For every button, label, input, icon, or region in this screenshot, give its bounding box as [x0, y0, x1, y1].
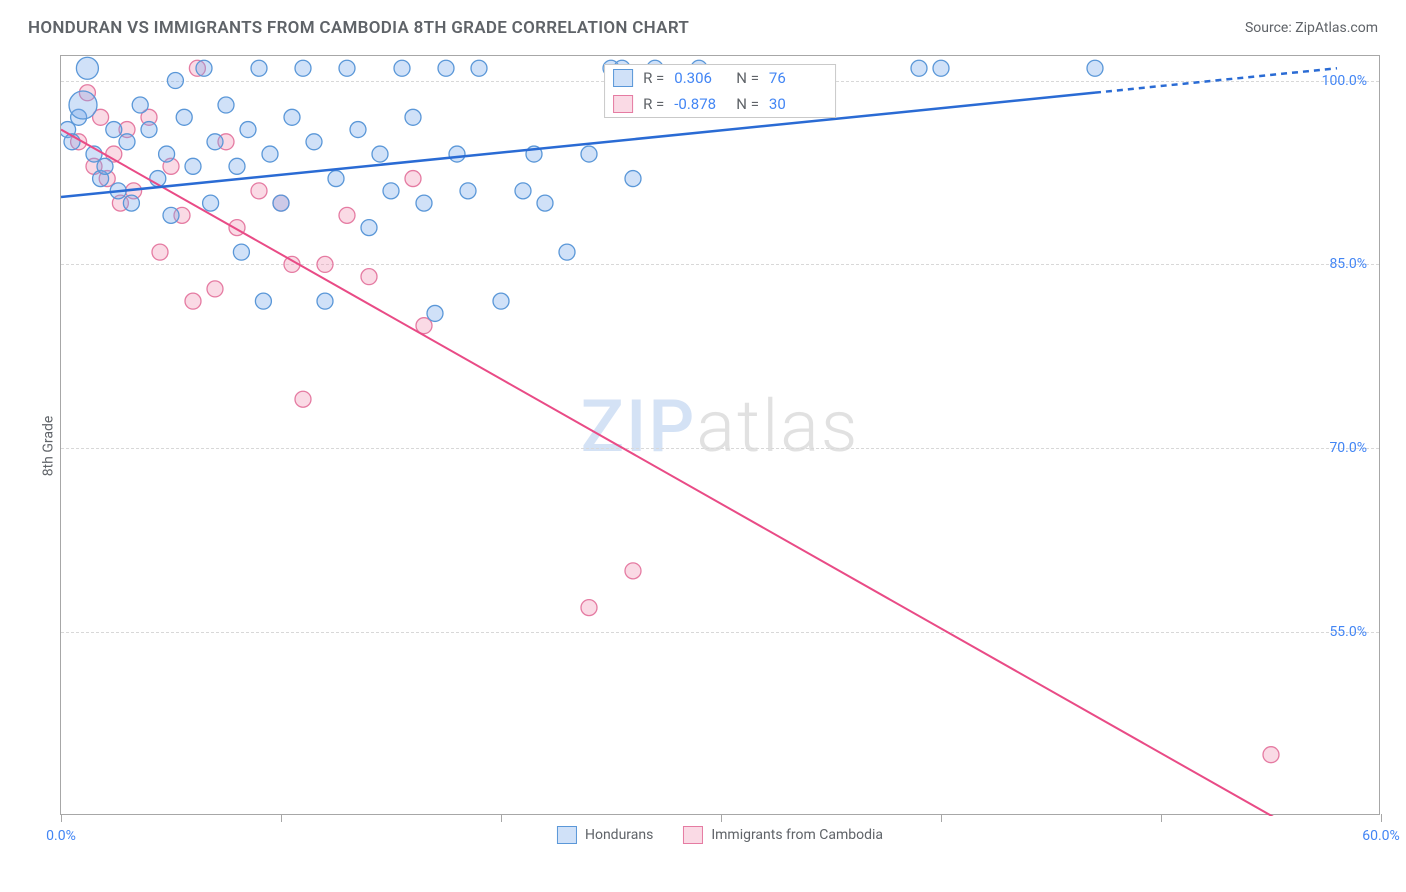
- scatter-point-blue: [69, 91, 97, 119]
- y-tick-label: 55.0%: [1329, 624, 1367, 640]
- x-tick: [1381, 814, 1382, 822]
- legend-row-blue: R = 0.306 N = 76: [605, 65, 835, 91]
- scatter-point-blue: [163, 207, 179, 223]
- scatter-point-blue: [218, 97, 234, 113]
- scatter-point-blue: [176, 109, 192, 125]
- series-name-blue: Hondurans: [585, 827, 653, 843]
- chart-title: HONDURAN VS IMMIGRANTS FROM CAMBODIA 8TH…: [28, 18, 689, 38]
- legend-row-pink: R = -0.878 N = 30: [605, 91, 835, 117]
- chart-plot-area: ZIPatlas R = 0.306 N = 76 R = -0.878 N =…: [60, 55, 1380, 815]
- r-value-blue: 0.306: [674, 69, 726, 87]
- scatter-point-blue: [167, 73, 183, 89]
- scatter-point-blue: [317, 293, 333, 309]
- scatter-point-blue: [559, 244, 575, 260]
- scatter-point-blue: [229, 158, 245, 174]
- scatter-point-blue: [233, 244, 249, 260]
- scatter-point-blue: [361, 220, 377, 236]
- trend-line-blue-dashed: [1095, 68, 1337, 92]
- scatter-point-blue: [273, 195, 289, 211]
- legend-item-cambodia: Immigrants from Cambodia: [683, 826, 883, 844]
- scatter-point-blue: [933, 60, 949, 76]
- scatter-point-blue: [493, 293, 509, 309]
- scatter-point-blue: [240, 122, 256, 138]
- scatter-point-blue: [123, 195, 139, 211]
- scatter-point-blue: [106, 122, 122, 138]
- series-name-pink: Immigrants from Cambodia: [711, 827, 883, 843]
- scatter-point-blue: [119, 134, 135, 150]
- scatter-point-pink: [185, 293, 201, 309]
- n-label: N =: [736, 69, 759, 87]
- scatter-point-pink: [317, 256, 333, 272]
- scatter-point-blue: [76, 57, 98, 79]
- scatter-point-blue: [1087, 60, 1103, 76]
- scatter-point-blue: [207, 134, 223, 150]
- scatter-point-blue: [132, 97, 148, 113]
- scatter-point-blue: [911, 60, 927, 76]
- y-axis-label: 8th Grade: [40, 416, 56, 477]
- n-label: N =: [736, 95, 759, 113]
- source-label: Source:: [1245, 20, 1292, 36]
- y-tick-label: 70.0%: [1329, 440, 1367, 456]
- scatter-point-blue: [625, 171, 641, 187]
- scatter-point-pink: [251, 183, 267, 199]
- scatter-point-blue: [159, 146, 175, 162]
- correlation-legend: R = 0.306 N = 76 R = -0.878 N = 30: [604, 64, 836, 118]
- scatter-point-blue: [196, 60, 212, 76]
- scatter-point-blue: [284, 109, 300, 125]
- scatter-point-pink: [581, 600, 597, 616]
- y-tick-label: 100.0%: [1322, 73, 1367, 89]
- swatch-pink: [613, 95, 633, 113]
- scatter-point-blue: [251, 60, 267, 76]
- scatter-point-blue: [328, 171, 344, 187]
- scatter-point-blue: [427, 305, 443, 321]
- swatch-blue: [613, 69, 633, 87]
- source-value: ZipAtlas.com: [1295, 20, 1378, 36]
- scatter-point-blue: [372, 146, 388, 162]
- scatter-point-pink: [1263, 747, 1279, 763]
- scatter-point-pink: [207, 281, 223, 297]
- scatter-point-blue: [203, 195, 219, 211]
- r-label: R =: [643, 95, 664, 113]
- scatter-point-blue: [471, 60, 487, 76]
- scatter-point-blue: [350, 122, 366, 138]
- y-tick-label: 85.0%: [1329, 256, 1367, 272]
- r-value-pink: -0.878: [674, 95, 726, 113]
- x-tick-label: 60.0%: [1362, 828, 1400, 844]
- n-value-pink: 30: [769, 95, 821, 113]
- n-value-blue: 76: [769, 69, 821, 87]
- scatter-point-blue: [394, 60, 410, 76]
- scatter-point-blue: [306, 134, 322, 150]
- scatter-point-pink: [152, 244, 168, 260]
- r-label: R =: [643, 69, 664, 87]
- scatter-point-blue: [460, 183, 476, 199]
- scatter-point-pink: [361, 269, 377, 285]
- scatter-point-blue: [537, 195, 553, 211]
- scatter-point-blue: [339, 60, 355, 76]
- swatch-pink: [683, 826, 703, 844]
- scatter-point-blue: [141, 122, 157, 138]
- scatter-point-blue: [515, 183, 531, 199]
- scatter-point-pink: [295, 391, 311, 407]
- scatter-point-blue: [405, 109, 421, 125]
- scatter-point-blue: [185, 158, 201, 174]
- scatter-point-blue: [255, 293, 271, 309]
- series-legend: Hondurans Immigrants from Cambodia: [557, 826, 883, 844]
- x-tick-label: 0.0%: [46, 828, 76, 844]
- scatter-point-pink: [405, 171, 421, 187]
- swatch-blue: [557, 826, 577, 844]
- legend-item-hondurans: Hondurans: [557, 826, 653, 844]
- scatter-point-blue: [97, 158, 113, 174]
- scatter-point-blue: [295, 60, 311, 76]
- scatter-point-blue: [581, 146, 597, 162]
- scatter-point-blue: [438, 60, 454, 76]
- scatter-point-blue: [449, 146, 465, 162]
- scatter-point-pink: [625, 563, 641, 579]
- source-attribution: Source: ZipAtlas.com: [1245, 20, 1378, 36]
- scatter-point-blue: [262, 146, 278, 162]
- scatter-point-pink: [339, 207, 355, 223]
- trend-line-pink: [61, 130, 1315, 816]
- scatter-point-blue: [416, 195, 432, 211]
- scatter-plot-svg: [61, 56, 1381, 816]
- scatter-point-blue: [383, 183, 399, 199]
